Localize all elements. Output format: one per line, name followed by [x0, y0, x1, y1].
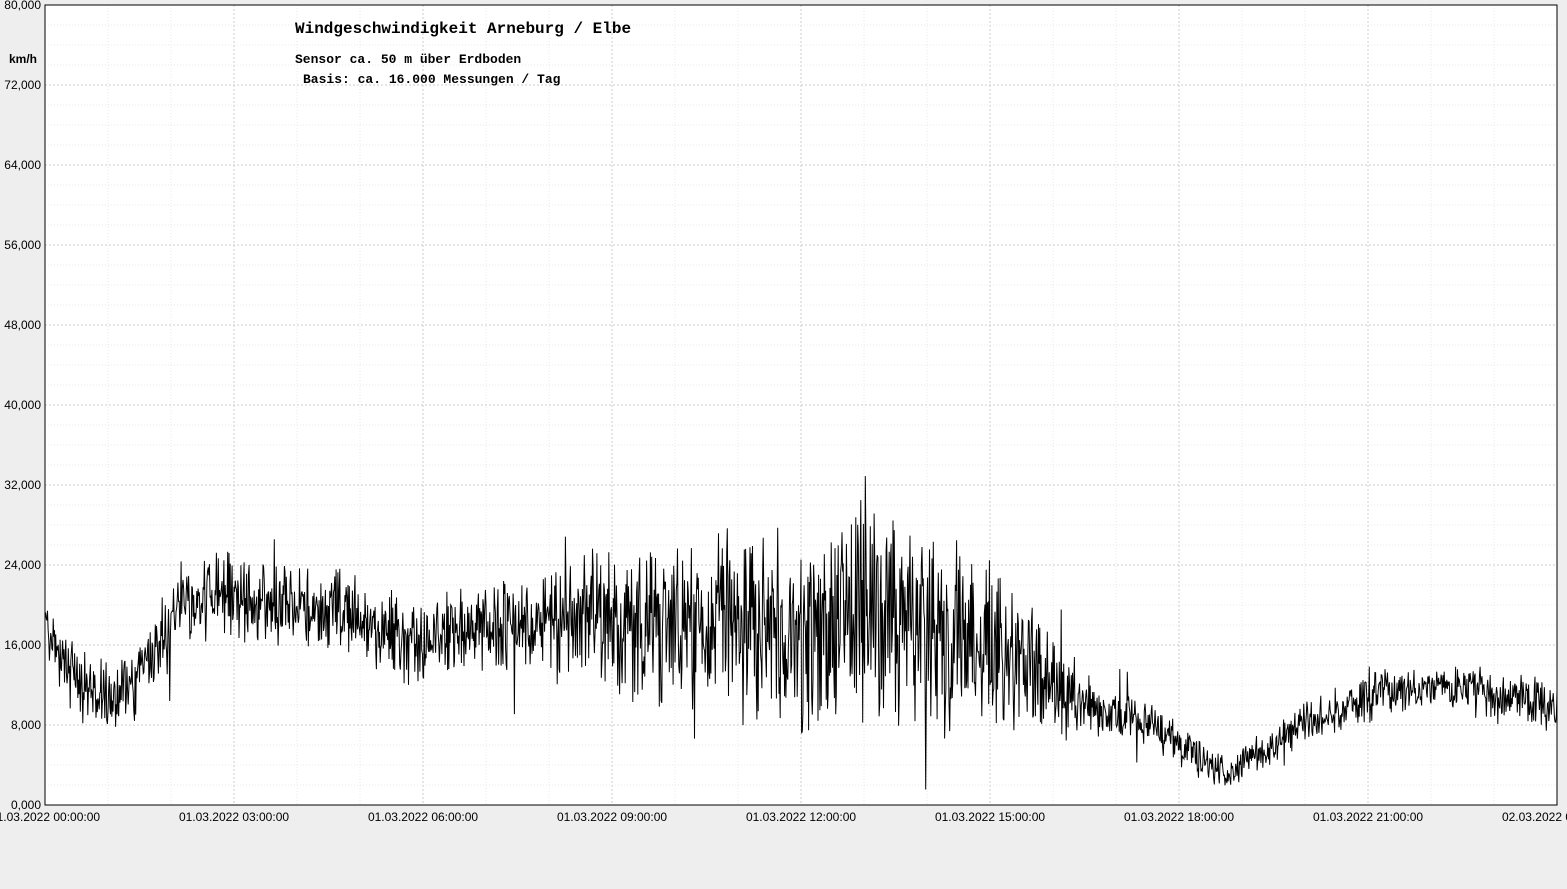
- y-tick-label: 80,000: [4, 0, 41, 12]
- x-tick-label: 01.03.2022 21:00:00: [1313, 810, 1423, 824]
- y-tick-label: 64,000: [4, 158, 41, 172]
- y-tick-label: 72,000: [4, 78, 41, 92]
- y-tick-label: 16,000: [4, 638, 41, 652]
- y-axis-label: km/h: [9, 52, 37, 66]
- chart-title: Windgeschwindigkeit Arneburg / Elbe: [295, 20, 631, 38]
- chart-svg: 0,0008,00016,00024,00032,00040,00048,000…: [0, 0, 1567, 889]
- x-tick-label: 01.03.2022 09:00:00: [557, 810, 667, 824]
- chart-subtitle-2: Basis: ca. 16.000 Messungen / Tag: [303, 72, 561, 87]
- x-tick-label: 01.03.2022 06:00:00: [368, 810, 478, 824]
- y-tick-label: 40,000: [4, 398, 41, 412]
- x-tick-label: 01.03.2022 18:00:00: [1124, 810, 1234, 824]
- x-tick-label: 01.03.2022 00:00:00: [0, 810, 100, 824]
- y-tick-label: 56,000: [4, 238, 41, 252]
- x-tick-label: 01.03.2022 03:00:00: [179, 810, 289, 824]
- y-tick-label: 24,000: [4, 558, 41, 572]
- x-tick-label: 02.03.2022 00:00:00: [1502, 810, 1567, 824]
- y-tick-label: 48,000: [4, 318, 41, 332]
- chart-container: 0,0008,00016,00024,00032,00040,00048,000…: [0, 0, 1567, 889]
- x-tick-label: 01.03.2022 15:00:00: [935, 810, 1045, 824]
- y-tick-label: 32,000: [4, 478, 41, 492]
- chart-subtitle-1: Sensor ca. 50 m über Erdboden: [295, 52, 521, 67]
- y-tick-label: 8,000: [11, 718, 41, 732]
- x-tick-label: 01.03.2022 12:00:00: [746, 810, 856, 824]
